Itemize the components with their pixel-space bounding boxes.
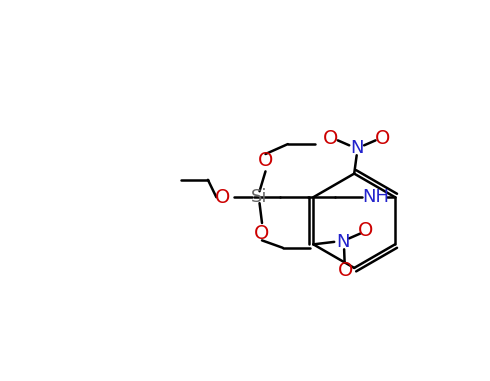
Text: O: O <box>258 151 273 170</box>
Text: O: O <box>254 224 270 243</box>
Text: Si: Si <box>251 188 268 206</box>
Text: O: O <box>338 261 353 280</box>
Text: N: N <box>350 139 364 157</box>
Text: O: O <box>375 130 390 148</box>
Text: O: O <box>358 221 373 240</box>
Text: O: O <box>215 188 230 207</box>
Text: O: O <box>323 130 339 148</box>
Text: NH: NH <box>363 188 390 206</box>
Text: N: N <box>337 233 350 251</box>
